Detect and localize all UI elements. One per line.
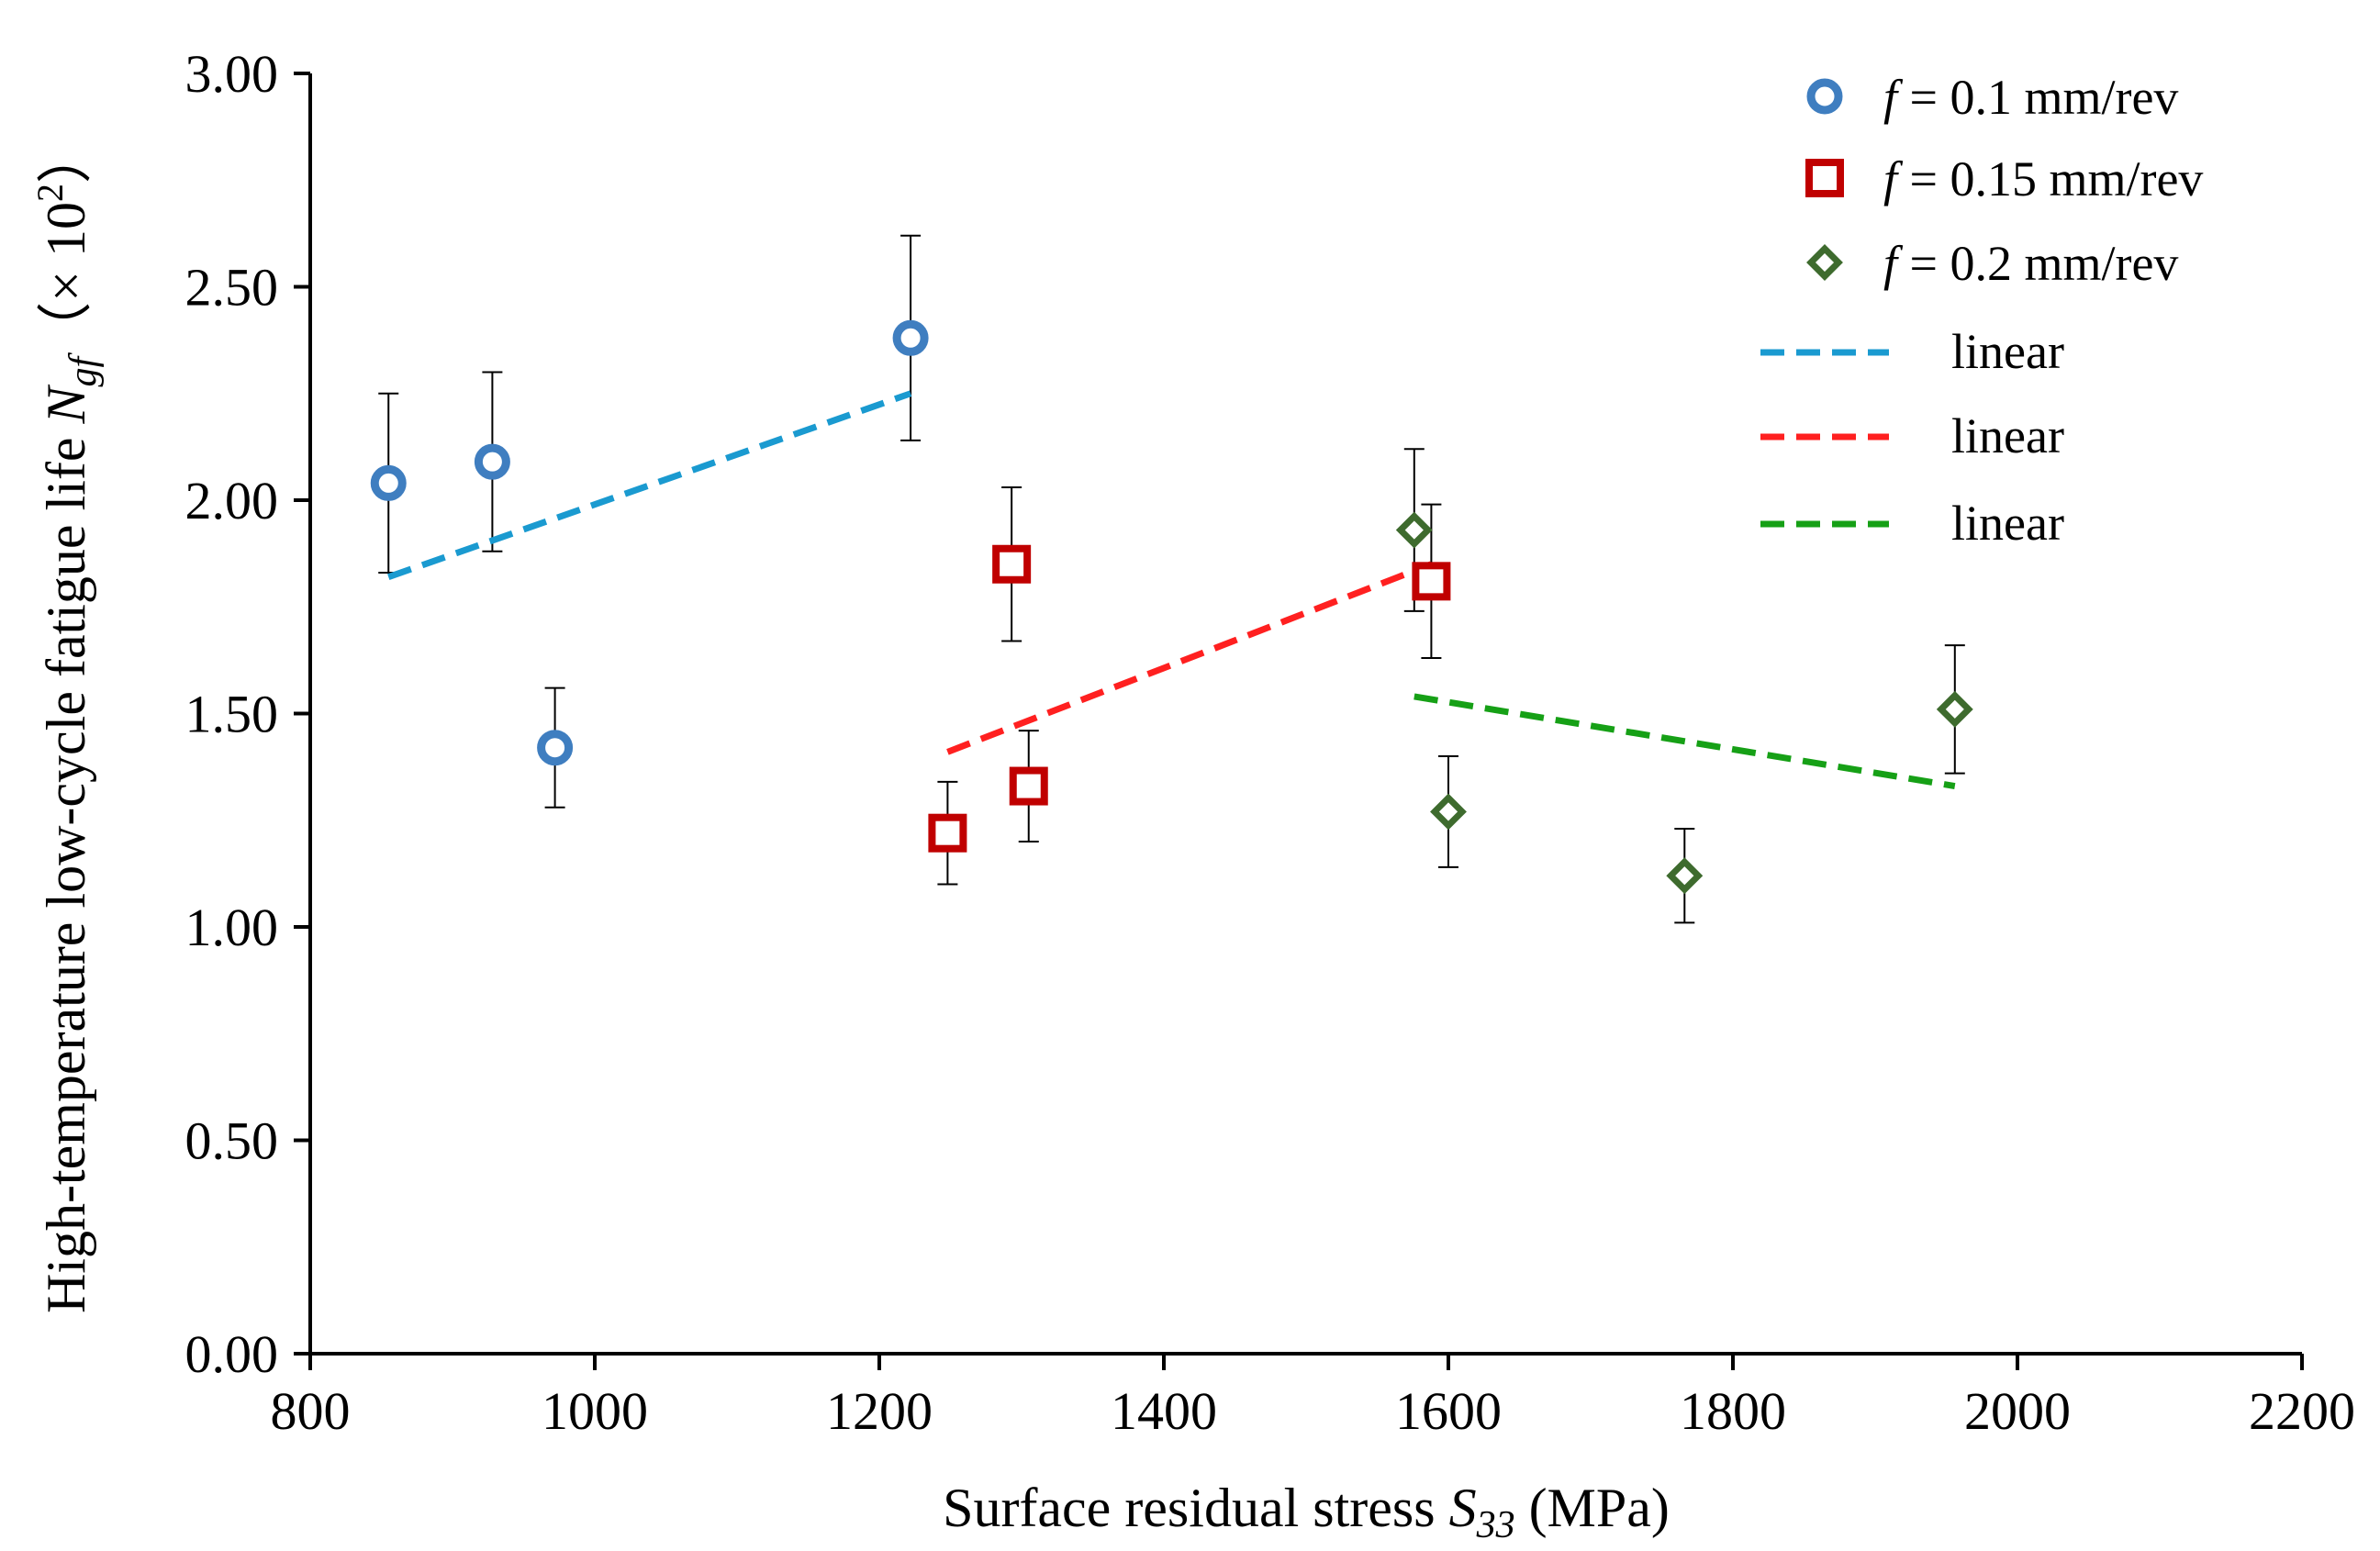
- legend-label: f = 0.1 mm/rev: [1883, 70, 2178, 125]
- x-tick-label: 1400: [1111, 1381, 1217, 1441]
- data-point-circle: [892, 319, 929, 356]
- x-tick-label: 1200: [826, 1381, 933, 1441]
- x-tick-label: 2200: [2249, 1381, 2355, 1441]
- data-points: [370, 319, 1973, 895]
- trendlines: [387, 390, 1956, 790]
- legend-trendline-label: linear: [1951, 496, 2064, 551]
- trendline: [946, 561, 1433, 755]
- data-point-square: [1412, 562, 1451, 601]
- y-axis-title: High-temperature low-cycle fatigue life …: [29, 128, 105, 1313]
- legend-trendline-label: linear: [1951, 408, 2064, 463]
- data-point-diamond: [1936, 690, 1973, 728]
- x-tick-label: 1000: [542, 1381, 648, 1441]
- data-point-square: [928, 813, 967, 853]
- data-point-diamond: [1395, 511, 1433, 549]
- data-point-circle: [474, 443, 510, 480]
- y-tick-label: 0.00: [185, 1324, 279, 1384]
- data-point-square: [1009, 766, 1048, 806]
- y-tick-label: 0.50: [185, 1111, 279, 1171]
- data-point-circle: [537, 730, 574, 766]
- axis-titles: Surface residual stress S33 (MPa) High-te…: [29, 128, 1670, 1546]
- data-point-square: [992, 544, 1032, 584]
- y-tick-label: 1.00: [185, 898, 279, 957]
- legend-marker-diamond: [1806, 244, 1843, 281]
- legend-marker-square: [1805, 159, 1844, 197]
- data-point-diamond: [1666, 857, 1704, 895]
- x-tick-label: 1800: [1680, 1381, 1786, 1441]
- x-tick-label: 1600: [1395, 1381, 1502, 1441]
- legend: f = 0.1 mm/rev f = 0.15 mm/rev f = 0.2 mm/…: [1760, 70, 2203, 551]
- y-tick-label: 1.50: [185, 685, 279, 744]
- y-tick-label: 2.00: [185, 471, 279, 530]
- legend-trendline-label: linear: [1951, 324, 2064, 379]
- error-bars: [378, 234, 1965, 924]
- y-tick-label: 3.00: [185, 44, 279, 104]
- y-tick-label: 2.50: [185, 258, 279, 318]
- legend-marker-circle: [1806, 78, 1843, 115]
- x-axis-title: Surface residual stress S33 (MPa): [943, 1478, 1670, 1546]
- legend-label: f = 0.2 mm/rev: [1883, 236, 2178, 291]
- trendline: [1413, 693, 1956, 790]
- axes: 800 1000 1200 1400 1600 1800 2000 2200 0.00 0.50 1…: [185, 44, 2356, 1441]
- legend-label: f = 0.15 mm/rev: [1883, 151, 2203, 206]
- x-tick-label: 2000: [1964, 1381, 2071, 1441]
- x-tick-label: 800: [271, 1381, 351, 1441]
- trendline: [387, 390, 912, 581]
- data-point-diamond: [1430, 793, 1467, 831]
- data-point-circle: [370, 464, 407, 501]
